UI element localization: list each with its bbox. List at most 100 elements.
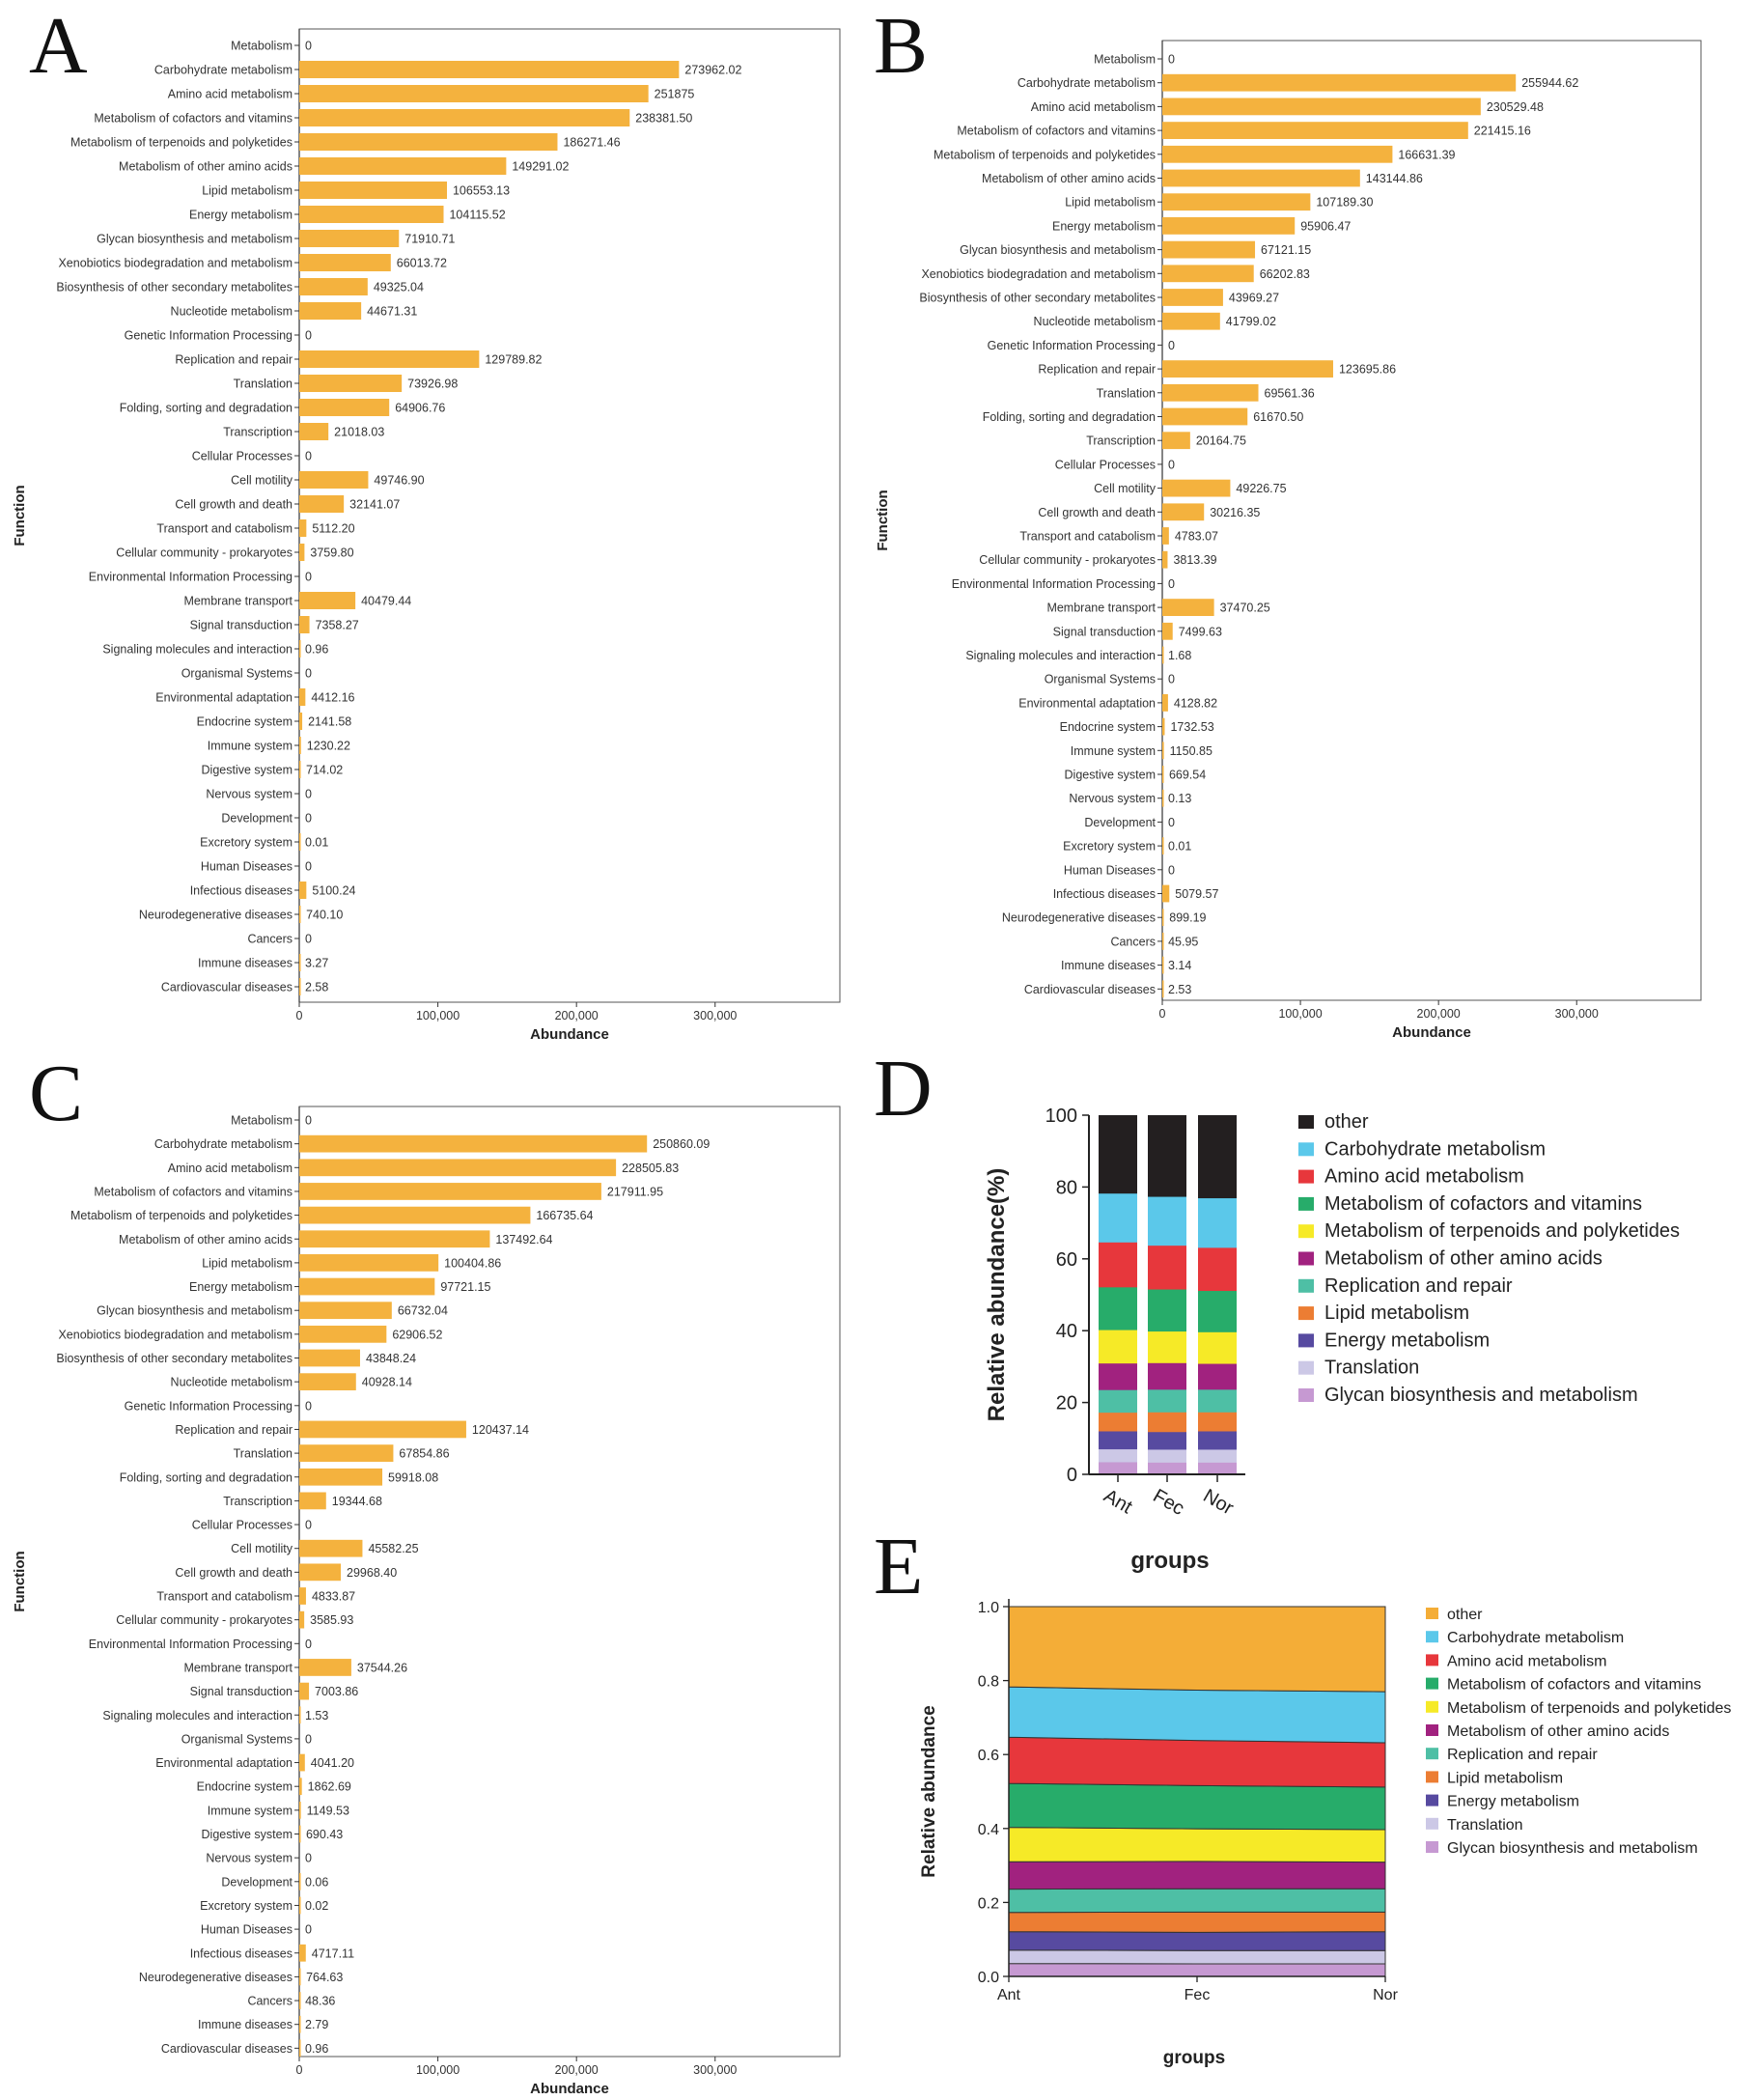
area-band (1008, 1949, 1386, 1965)
value-label: 40479.44 (361, 595, 411, 608)
value-label: 0 (305, 40, 312, 53)
bar (1162, 884, 1170, 903)
category-label: Cellular community - prokaryotes (116, 546, 293, 560)
category-label: Metabolism of cofactors and vitamins (94, 112, 293, 126)
value-label: 2.53 (1168, 983, 1191, 996)
value-label: 106553.13 (453, 184, 510, 198)
category-label: Glycan biosynthesis and metabolism (97, 233, 293, 246)
bar (299, 1587, 306, 1605)
bar (299, 1373, 356, 1391)
category-label: Immune system (1071, 744, 1156, 758)
stacked-segment (1099, 1115, 1137, 1194)
category-label: Xenobiotics biodegradation and metabolis… (58, 257, 293, 270)
category-label: Nervous system (206, 1852, 293, 1865)
category-label: Signal transduction (1053, 625, 1156, 638)
bar (299, 423, 329, 440)
category-label: Transport and catabolism (156, 522, 293, 536)
bar (299, 85, 649, 102)
bar (1162, 527, 1169, 545)
value-label: 0.96 (305, 2042, 328, 2056)
legend-swatch (1298, 1278, 1314, 1293)
x-tick-label: 0 (296, 2063, 303, 2077)
bar (299, 133, 558, 151)
category-label: Immune diseases (1061, 959, 1156, 972)
bar (299, 375, 403, 392)
x-tick-label: Nor (1200, 1485, 1238, 1519)
value-label: 899.19 (1169, 911, 1206, 925)
panel-letter-d: D (874, 1044, 933, 1134)
value-label: 0 (305, 1519, 312, 1532)
category-label: Organismal Systems (181, 1732, 293, 1746)
category-label: Environmental adaptation (155, 691, 293, 705)
value-label: 0 (1168, 673, 1175, 686)
legend-label: Amino acid metabolism (1324, 1166, 1524, 1188)
value-label: 44671.31 (367, 305, 417, 319)
category-label: Translation (1097, 386, 1156, 400)
bar (299, 1134, 648, 1153)
category-label: Excretory system (200, 836, 293, 850)
bar (1162, 383, 1259, 402)
value-label: 4833.87 (312, 1590, 355, 1604)
category-label: Replication and repair (1038, 363, 1156, 377)
category-label: Cancers (1110, 935, 1156, 948)
category-label: Lipid metabolism (202, 1256, 293, 1270)
bar (299, 1992, 301, 2009)
value-label: 73926.98 (407, 378, 458, 391)
bar (1162, 766, 1164, 783)
bar (1162, 956, 1164, 974)
value-label: 32141.07 (349, 498, 400, 512)
category-label: Cellular community - prokaryotes (979, 553, 1156, 567)
legend-swatch (1426, 1841, 1438, 1853)
stacked-segment (1148, 1412, 1186, 1433)
bar (1162, 360, 1333, 378)
value-label: 137492.64 (495, 1233, 552, 1246)
value-label: 1149.53 (307, 1804, 349, 1817)
stacked-segment (1148, 1388, 1186, 1413)
bar (1162, 193, 1311, 211)
legend-label: Energy metabolism (1324, 1330, 1490, 1351)
category-label: Immune diseases (198, 957, 293, 970)
value-label: 40928.14 (362, 1376, 412, 1389)
bar (1162, 646, 1164, 664)
stacked-segment (1198, 1363, 1237, 1390)
bar (299, 495, 345, 513)
panel-letter-a: A (29, 1, 88, 91)
value-label: 67854.86 (399, 1447, 449, 1461)
y-tick-label: 0 (1067, 1465, 1077, 1486)
stacked-segment (1099, 1192, 1137, 1243)
stacked-segment (1099, 1448, 1137, 1463)
value-label: 0 (305, 788, 312, 801)
category-label: Signal transduction (190, 1685, 293, 1698)
bar (299, 1230, 490, 1248)
legend-swatch (1298, 1306, 1314, 1321)
panel-e: E 0.0 0.2 0.4 0.6 0.8 1.0 Ant Fec Nor Relative abu… (874, 1522, 1731, 2068)
category-label: Carbohydrate metabolism (154, 64, 293, 77)
value-label: 0.02 (305, 1899, 328, 1913)
value-label: 37470.25 (1220, 602, 1270, 615)
category-label: Environmental adaptation (155, 1756, 293, 1770)
value-label: 66202.83 (1260, 267, 1310, 281)
value-label: 7499.63 (1179, 625, 1222, 638)
legend-swatch (1426, 1817, 1438, 1830)
stacked-segment (1198, 1115, 1237, 1199)
category-label: Biosynthesis of other secondary metaboli… (919, 292, 1156, 305)
category-label: Cell growth and death (175, 498, 293, 512)
legend-label: Lipid metabolism (1447, 1770, 1563, 1786)
panel-d: D Ant Fec Nor 0 20 40 60 80 100 Relative abundance… (874, 1044, 1680, 1574)
bar (299, 1968, 301, 1986)
y-axis-title: Function (875, 490, 891, 550)
bar (299, 1563, 342, 1582)
category-label: Amino acid metabolism (168, 1162, 293, 1175)
legend-swatch (1298, 1196, 1314, 1211)
stacked-segment (1198, 1246, 1237, 1292)
stacked-segment (1099, 1242, 1137, 1288)
category-label: Nucleotide metabolism (1034, 315, 1156, 328)
x-tick-label: 300,000 (1555, 1007, 1599, 1021)
bar (299, 1277, 435, 1296)
value-label: 43848.24 (366, 1352, 416, 1365)
bar (1162, 407, 1248, 426)
value-label: 45582.25 (368, 1542, 418, 1555)
x-tick-label: 300,000 (693, 2063, 737, 2077)
value-label: 48.36 (305, 1995, 335, 2008)
